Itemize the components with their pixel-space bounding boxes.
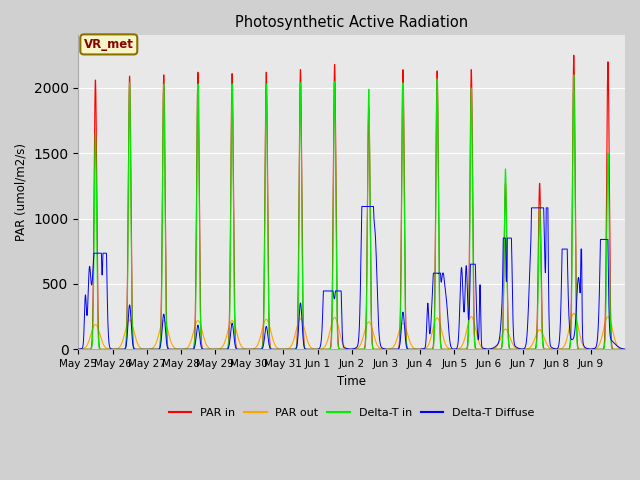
Y-axis label: PAR (umol/m2/s): PAR (umol/m2/s)	[15, 144, 28, 241]
Legend: PAR in, PAR out, Delta-T in, Delta-T Diffuse: PAR in, PAR out, Delta-T in, Delta-T Dif…	[164, 403, 539, 422]
Title: Photosynthetic Active Radiation: Photosynthetic Active Radiation	[235, 15, 468, 30]
Text: VR_met: VR_met	[84, 38, 134, 51]
X-axis label: Time: Time	[337, 374, 366, 388]
